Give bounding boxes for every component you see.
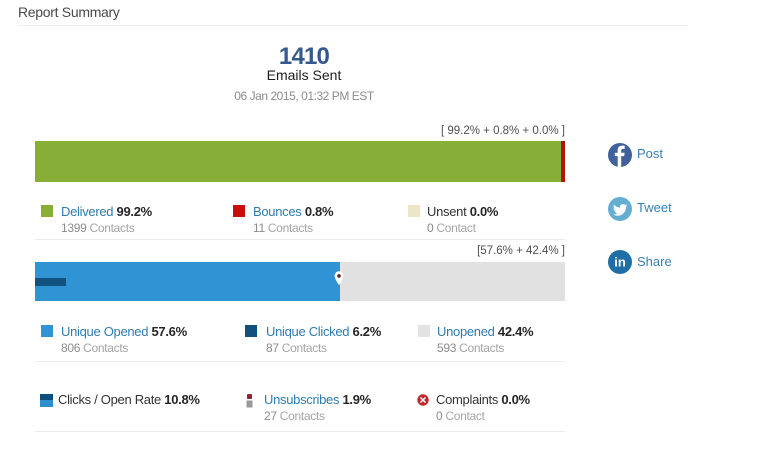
svg-text:in: in bbox=[614, 255, 626, 270]
